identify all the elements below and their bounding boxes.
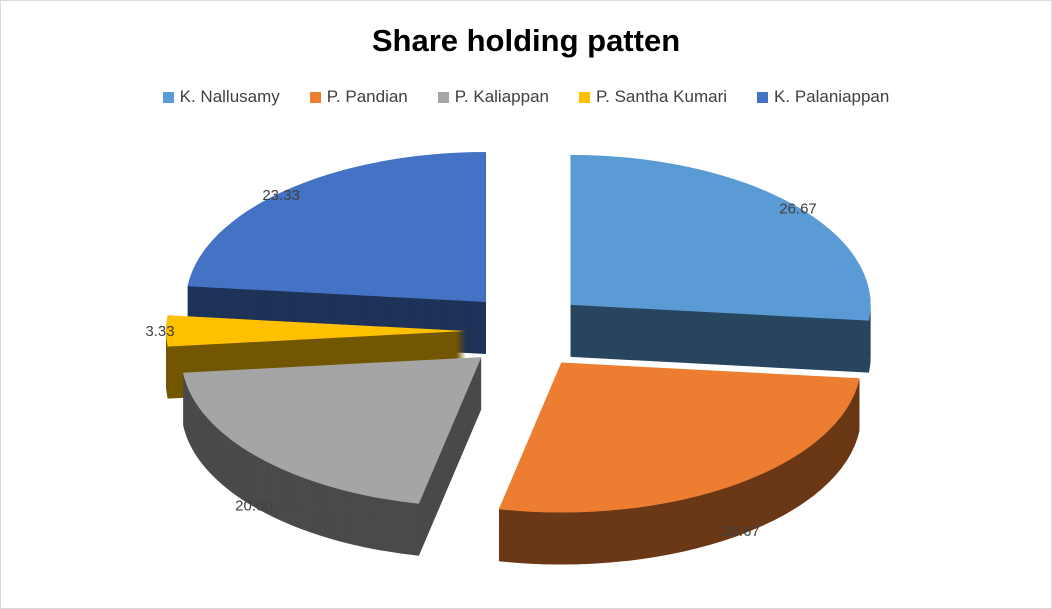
- legend-label: P. Pandian: [326, 87, 408, 106]
- legend-item: P. Kaliappan: [437, 87, 549, 107]
- legend-item: K. Nallusamy: [162, 87, 280, 107]
- pie-slice[interactable]: [166, 315, 466, 347]
- legend-item: P. Santha Kumari: [578, 87, 728, 107]
- chart-title: Share holding patten: [371, 23, 681, 58]
- data-label: 26.67: [779, 201, 817, 218]
- legend-label: K. Nallusamy: [179, 87, 280, 106]
- data-label: 3.33: [145, 323, 174, 340]
- legend-item: K. Palaniappan: [757, 87, 889, 107]
- legend-swatch: [162, 91, 174, 103]
- pie-slice[interactable]: [187, 152, 486, 303]
- legend-swatch: [578, 91, 590, 103]
- legend-swatch: [437, 91, 449, 103]
- data-label: 26.67: [722, 523, 760, 540]
- data-label: 20.00: [235, 497, 273, 514]
- legend-label: K. Palaniappan: [774, 87, 890, 106]
- legend-item: P. Pandian: [309, 87, 408, 107]
- legend-label: P. Kaliappan: [454, 87, 549, 106]
- pie-slice[interactable]: [183, 357, 482, 504]
- data-label: 23.33: [262, 187, 300, 204]
- pie-slice[interactable]: [498, 362, 860, 513]
- legend-label: P. Santha Kumari: [595, 87, 728, 106]
- legend-swatch: [757, 91, 769, 103]
- pie-slice[interactable]: [570, 154, 871, 321]
- legend-swatch: [309, 91, 321, 103]
- legend: K. Nallusamy P. Pandian P. Kaliappan P. San…: [1, 87, 1051, 107]
